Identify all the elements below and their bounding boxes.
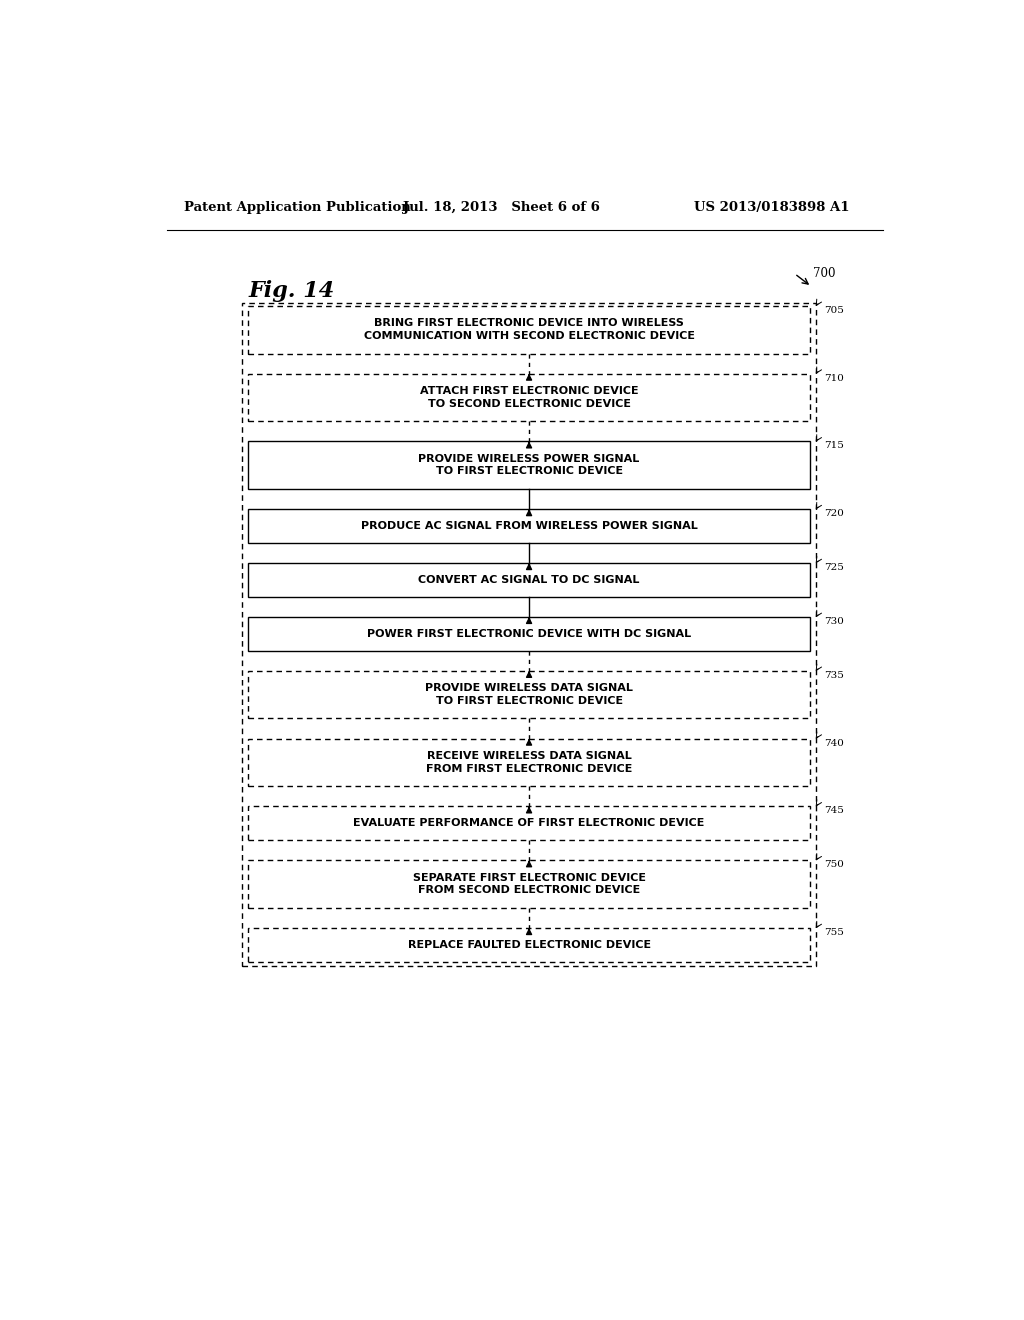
Text: Jul. 18, 2013   Sheet 6 of 6: Jul. 18, 2013 Sheet 6 of 6 [403,201,600,214]
Text: RECEIVE WIRELESS DATA SIGNAL
FROM FIRST ELECTRONIC DEVICE: RECEIVE WIRELESS DATA SIGNAL FROM FIRST … [426,751,632,774]
Text: 715: 715 [824,441,844,450]
Text: 730: 730 [824,616,844,626]
Bar [248,807,810,840]
Bar [248,562,810,597]
Bar [248,441,810,488]
Text: PROVIDE WIRELESS POWER SIGNAL
TO FIRST ELECTRONIC DEVICE: PROVIDE WIRELESS POWER SIGNAL TO FIRST E… [419,454,640,477]
Text: 705: 705 [824,306,844,314]
Text: 755: 755 [824,928,844,937]
Bar [248,510,810,543]
Bar [248,616,810,651]
Bar [248,374,810,421]
Bar [248,671,810,718]
Bar [248,306,810,354]
Text: US 2013/0183898 A1: US 2013/0183898 A1 [693,201,849,214]
Text: BRING FIRST ELECTRONIC DEVICE INTO WIRELESS
COMMUNICATION WITH SECOND ELECTRONIC: BRING FIRST ELECTRONIC DEVICE INTO WIREL… [364,318,694,341]
Text: 700: 700 [813,267,836,280]
Text: PRODUCE AC SIGNAL FROM WIRELESS POWER SIGNAL: PRODUCE AC SIGNAL FROM WIRELESS POWER SI… [360,521,697,531]
Text: SEPARATE FIRST ELECTRONIC DEVICE
FROM SECOND ELECTRONIC DEVICE: SEPARATE FIRST ELECTRONIC DEVICE FROM SE… [413,873,645,895]
Text: 750: 750 [824,861,844,869]
Text: CONVERT AC SIGNAL TO DC SIGNAL: CONVERT AC SIGNAL TO DC SIGNAL [419,576,640,585]
Text: Fig. 14: Fig. 14 [248,280,335,301]
Text: 720: 720 [824,510,844,517]
Text: 735: 735 [824,671,844,680]
Text: Patent Application Publication: Patent Application Publication [183,201,411,214]
Text: 725: 725 [824,562,844,572]
Text: PROVIDE WIRELESS DATA SIGNAL
TO FIRST ELECTRONIC DEVICE: PROVIDE WIRELESS DATA SIGNAL TO FIRST EL… [425,684,633,706]
Text: POWER FIRST ELECTRONIC DEVICE WITH DC SIGNAL: POWER FIRST ELECTRONIC DEVICE WITH DC SI… [367,628,691,639]
Bar [248,738,810,787]
Text: 745: 745 [824,807,844,816]
Text: EVALUATE PERFORMANCE OF FIRST ELECTRONIC DEVICE: EVALUATE PERFORMANCE OF FIRST ELECTRONIC… [353,818,705,828]
Bar [248,861,810,908]
Text: 710: 710 [824,374,844,383]
Bar [248,928,810,962]
Text: REPLACE FAULTED ELECTRONIC DEVICE: REPLACE FAULTED ELECTRONIC DEVICE [408,940,650,950]
Text: ATTACH FIRST ELECTRONIC DEVICE
TO SECOND ELECTRONIC DEVICE: ATTACH FIRST ELECTRONIC DEVICE TO SECOND… [420,387,638,409]
Text: 740: 740 [824,738,844,747]
